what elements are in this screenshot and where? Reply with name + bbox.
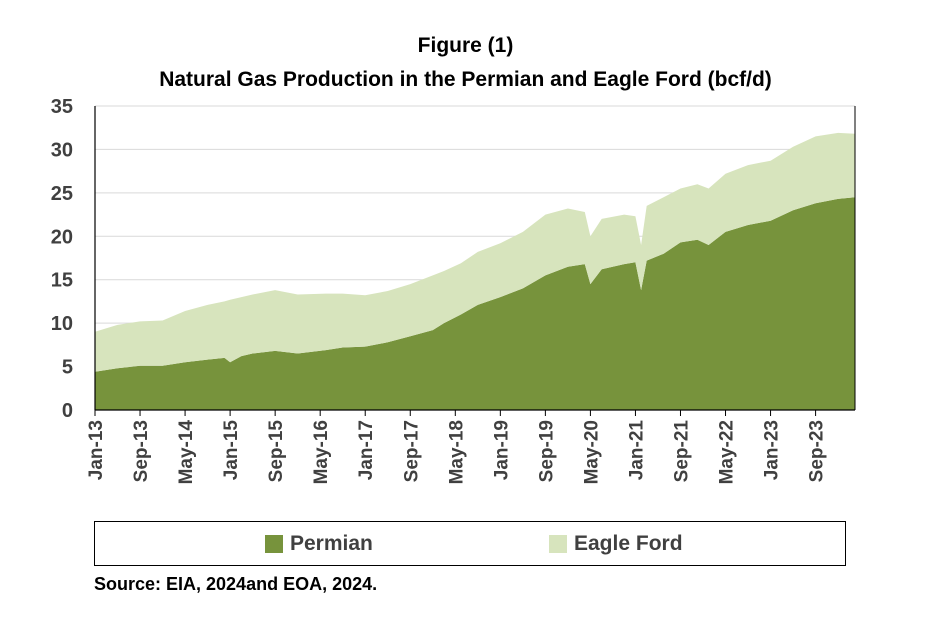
- area-eagle-ford: [95, 132, 855, 372]
- x-tick-label: May-20: [581, 420, 602, 484]
- legend-swatch-permian: [265, 535, 283, 553]
- chart-plot: 0 5 10 15 20 25 30 35 Jan-13 Sep-13 May-14 Jan-15 S…: [51, 96, 856, 484]
- x-tick-label: May-16: [311, 420, 332, 484]
- x-tick-label: Jan-17: [356, 420, 377, 480]
- x-tick-label: Jan-13: [86, 420, 107, 480]
- x-tick-label: Sep-19: [536, 420, 557, 482]
- y-tick-label: 30: [51, 139, 73, 161]
- x-tick-labels: Jan-13 Sep-13 May-14 Jan-15 Sep-15 May-16 Jan-…: [86, 410, 828, 484]
- legend: Permian Eagle Ford: [94, 521, 846, 566]
- y-tick-labels: 0 5 10 15 20 25 30 35: [51, 96, 73, 422]
- x-tick-label: May-14: [176, 420, 197, 485]
- area-series: [95, 132, 855, 410]
- x-tick-label: Sep-21: [672, 420, 693, 483]
- y-tick-label: 0: [62, 400, 73, 422]
- legend-item-permian: Permian: [265, 532, 373, 556]
- x-tick-label: Sep-17: [401, 420, 422, 482]
- y-tick-label: 15: [51, 270, 73, 292]
- y-tick-label: 5: [62, 357, 73, 379]
- chart-title-line1: Figure (1): [417, 34, 514, 57]
- y-tick-label: 10: [51, 313, 73, 335]
- y-tick-label: 20: [51, 226, 73, 248]
- source-note: Source: EIA, 2024and EOA, 2024.: [94, 574, 378, 594]
- legend-label-eagle-ford: Eagle Ford: [574, 532, 683, 555]
- chart-title-line2: Natural Gas Production in the Permian an…: [159, 68, 772, 91]
- x-tick-label: May-22: [717, 420, 738, 484]
- x-tick-label: May-18: [446, 420, 467, 484]
- x-tick-label: Sep-13: [131, 420, 152, 482]
- axes: [94, 106, 856, 411]
- y-tick-label: 35: [51, 96, 73, 118]
- x-tick-label: Jan-23: [762, 420, 783, 480]
- legend-swatch-eagle-ford: [549, 535, 567, 553]
- x-tick-label: Jan-19: [491, 420, 512, 480]
- area-permian: [95, 197, 855, 410]
- y-tick-label: 25: [51, 183, 73, 205]
- legend-label-permian: Permian: [290, 532, 373, 555]
- x-tick-label: Sep-23: [807, 420, 828, 482]
- x-tick-label: Jan-15: [221, 420, 242, 481]
- x-tick-label: Jan-21: [626, 420, 647, 481]
- legend-item-eagle-ford: Eagle Ford: [549, 532, 683, 556]
- x-tick-label: Sep-15: [266, 420, 287, 483]
